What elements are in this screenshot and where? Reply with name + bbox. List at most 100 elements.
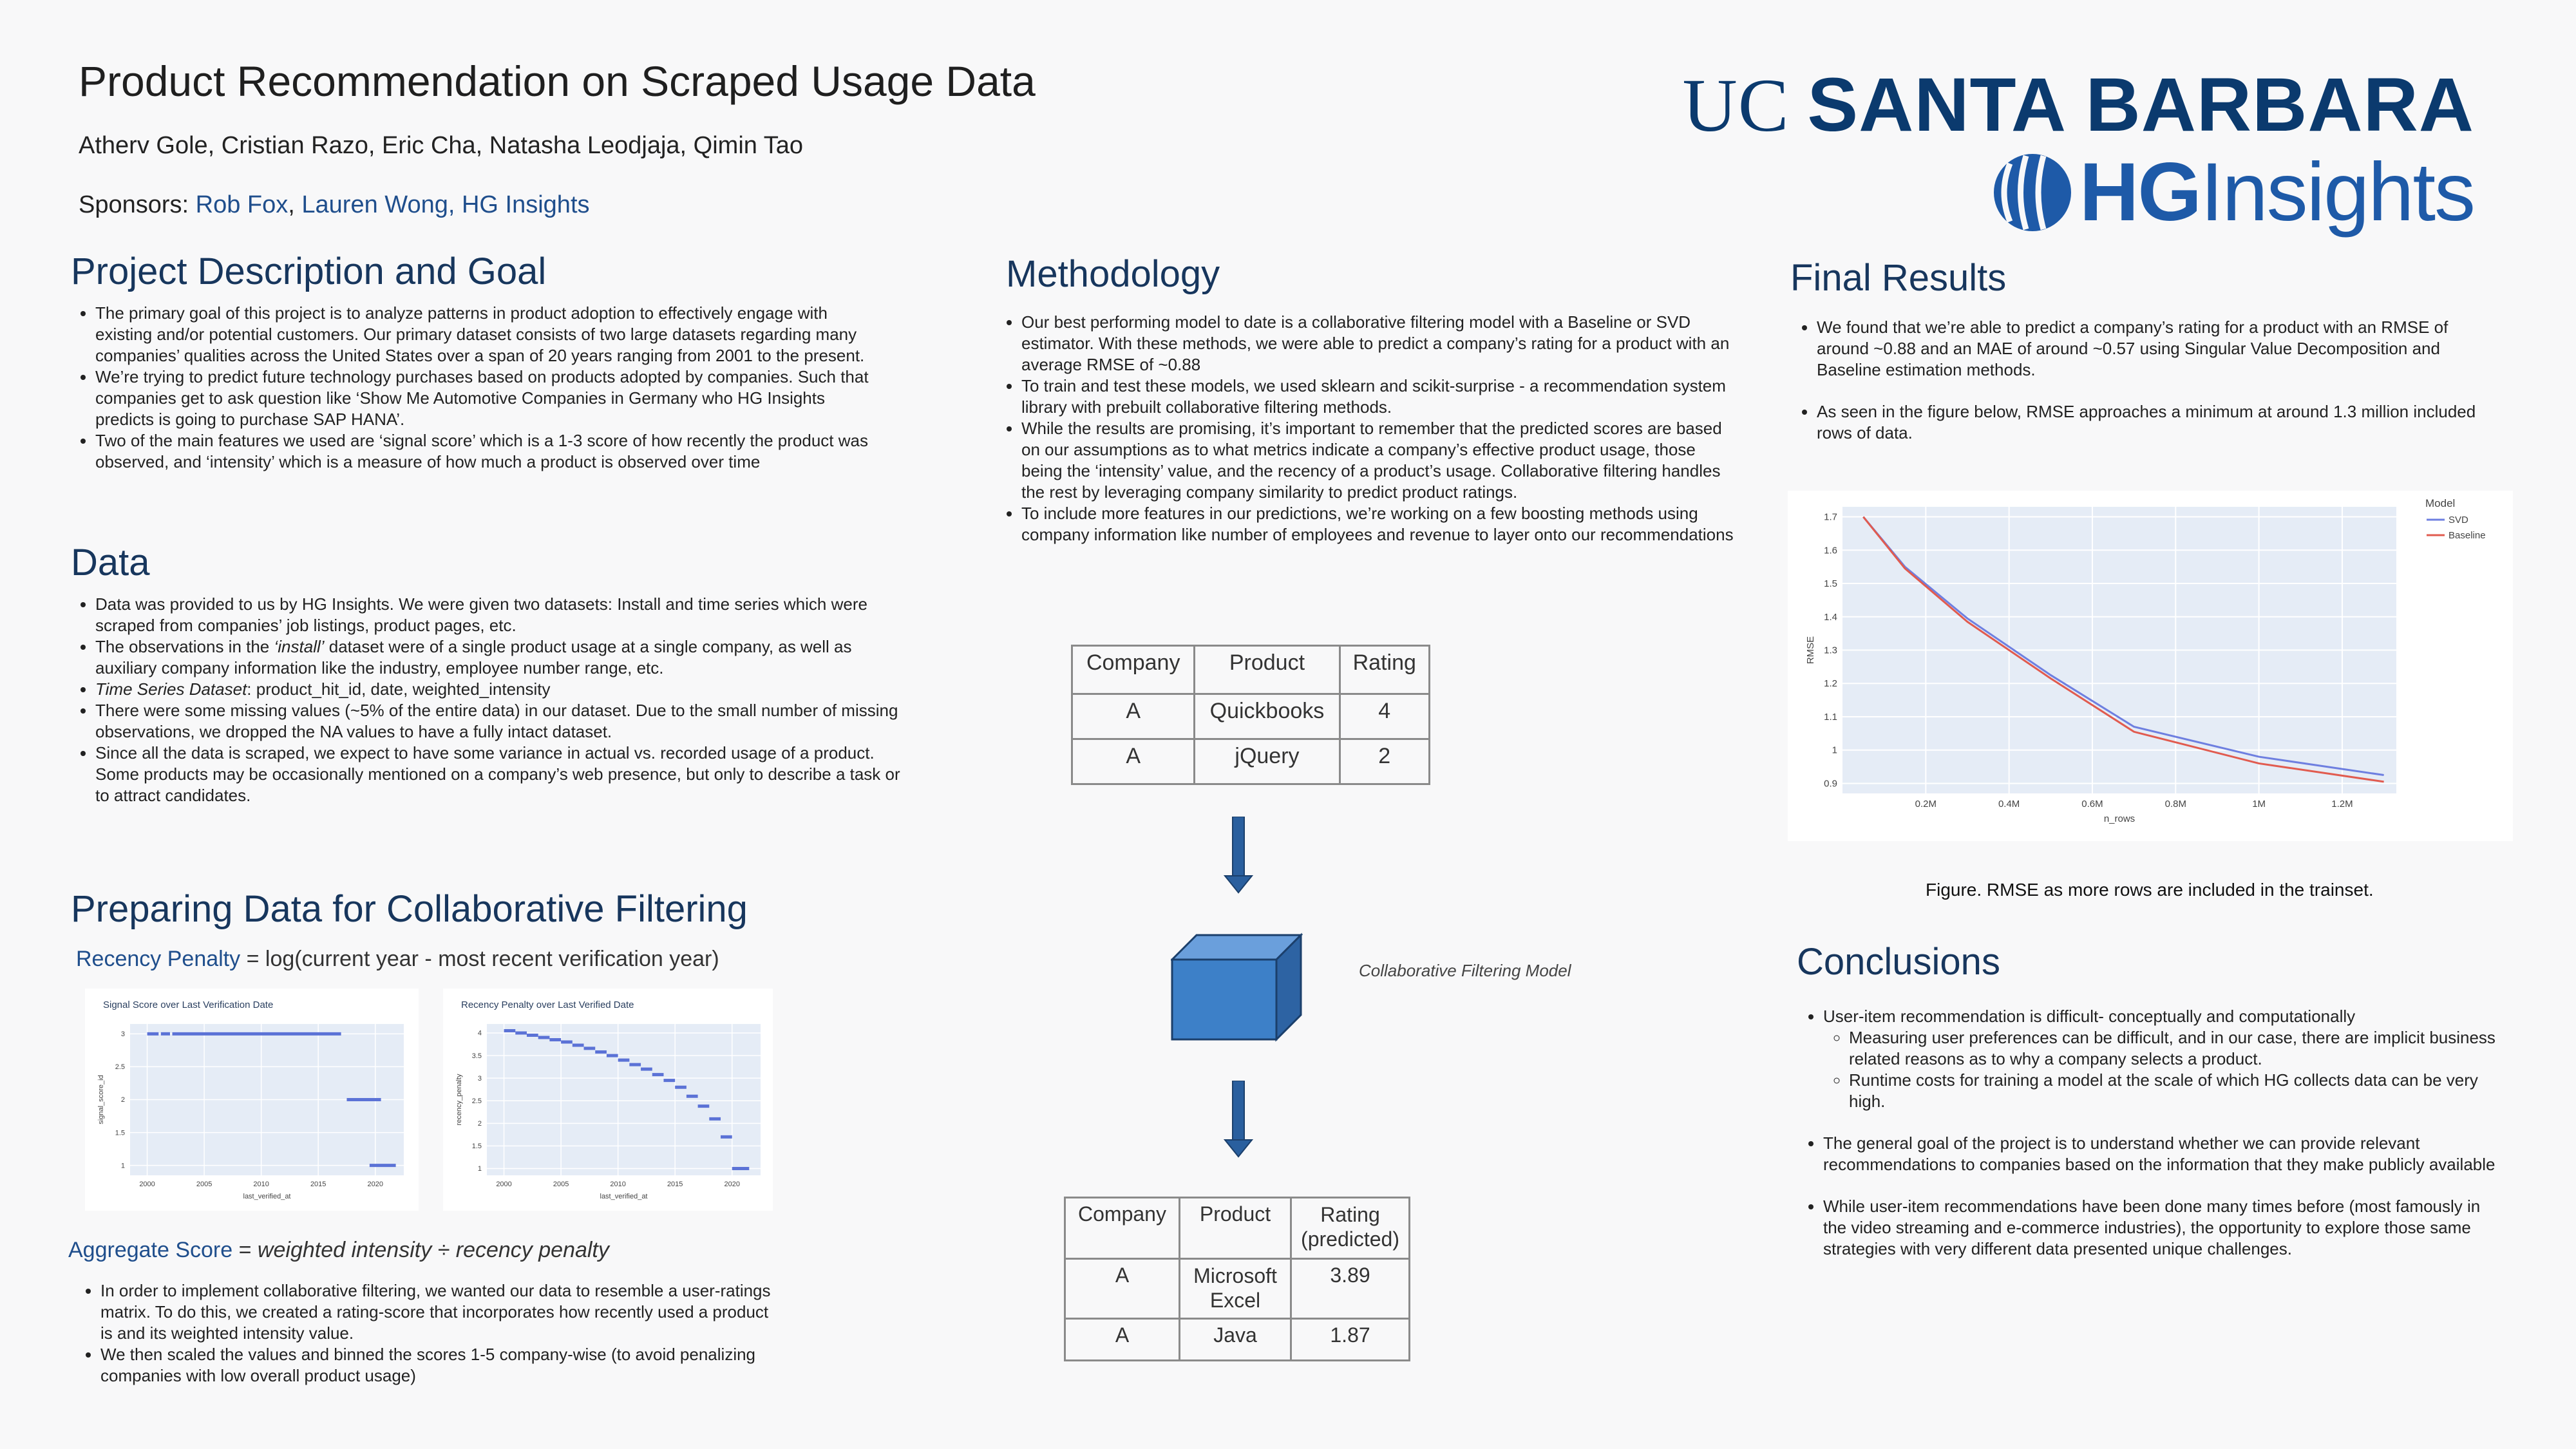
table-header-row: Company Product Rating bbox=[1070, 645, 1430, 695]
ucsb-logo-uc: UC bbox=[1682, 63, 1790, 147]
table-header-row: Company Product Rating (predicted) bbox=[1064, 1197, 1410, 1260]
data-bullets: Data was provided to us by HG Insights. … bbox=[71, 594, 900, 806]
y-tick-label: 1 bbox=[1832, 745, 1837, 756]
y-tick-label: 3 bbox=[121, 1030, 125, 1038]
plot-area bbox=[487, 1024, 761, 1175]
x-axis-label: last_verified_at bbox=[600, 1193, 648, 1200]
text: : product_hit_id, date, weighted_intensi… bbox=[247, 679, 551, 699]
table-row: A Java 1.87 bbox=[1064, 1318, 1410, 1361]
preparing-heading: Preparing Data for Collaborative Filteri… bbox=[71, 888, 748, 930]
ucsb-logo: UC SANTA BARBARA bbox=[1682, 61, 2474, 149]
poster-title: Product Recommendation on Scraped Usage … bbox=[79, 57, 1036, 105]
sponsor-separator: , bbox=[288, 191, 302, 218]
y-tick-label: 1.5 bbox=[1824, 578, 1837, 589]
table-cell: 1.87 bbox=[1290, 1318, 1410, 1361]
table-cell: 2 bbox=[1338, 738, 1430, 785]
y-tick-label: 2 bbox=[121, 1096, 125, 1104]
table-cell: jQuery bbox=[1193, 738, 1341, 785]
rmse-svg: 0.9 1 1.1 1.2 1.3 1.4 1.5 1.6 1.7 0.2M 0.4M 0.6M 0.8… bbox=[1805, 497, 2486, 824]
methodology-bullets: Our best performing model to date is a c… bbox=[997, 312, 1736, 545]
authors: Atherv Gole, Cristian Razo, Eric Cha, Na… bbox=[79, 132, 804, 159]
rmse-chart: 0.9 1 1.1 1.2 1.3 1.4 1.5 1.6 1.7 0.2M 0.4M 0.6M 0.8… bbox=[1788, 491, 2513, 841]
recency-penalty-chart: Recency Penalty over Last Verified Date 1… bbox=[443, 989, 773, 1211]
sponsor-link-rob-fox[interactable]: Rob Fox bbox=[195, 191, 289, 218]
y-axis-label: RMSE bbox=[1805, 636, 1816, 664]
y-tick-label: 1.5 bbox=[115, 1129, 125, 1137]
y-tick-label: 1.7 bbox=[1824, 512, 1837, 523]
list-item: We then scaled the values and binned the… bbox=[100, 1344, 777, 1387]
y-tick-label: 2 bbox=[478, 1120, 482, 1128]
down-arrow-icon bbox=[1223, 1081, 1254, 1158]
table-row: A Microsoft Excel 3.89 bbox=[1064, 1258, 1410, 1320]
table-cell: Quickbooks bbox=[1193, 693, 1341, 740]
sub-list: Measuring user preferences can be diffic… bbox=[1823, 1027, 2506, 1112]
hg-wordmark-bold: HG bbox=[2079, 146, 2202, 238]
data-heading: Data bbox=[71, 542, 150, 583]
list-item: Data was provided to us by HG Insights. … bbox=[95, 594, 900, 636]
list-item: The observations in the ‘install’ datase… bbox=[95, 636, 900, 679]
x-axis-label: n_rows bbox=[2104, 813, 2135, 824]
chart-title: Signal Score over Last Verification Date bbox=[103, 999, 273, 1010]
legend-label: Baseline bbox=[2448, 530, 2486, 541]
list-item: As seen in the figure below, RMSE approa… bbox=[1817, 401, 2493, 444]
table-header-cell: Product bbox=[1178, 1197, 1293, 1260]
table-row: A Quickbooks 4 bbox=[1070, 693, 1430, 740]
table-cell: A bbox=[1064, 1318, 1180, 1361]
list-item: Measuring user preferences can be diffic… bbox=[1849, 1027, 2506, 1070]
table-cell: A bbox=[1064, 1258, 1180, 1320]
recency-penalty-svg: Recency Penalty over Last Verified Date 1… bbox=[455, 999, 761, 1200]
table-header-cell: Product bbox=[1193, 645, 1341, 695]
list-item: User-item recommendation is difficult- c… bbox=[1823, 1006, 2506, 1112]
list-spacer bbox=[1817, 381, 2493, 401]
list-item: To include more features in our predicti… bbox=[1021, 503, 1736, 545]
x-tick-label: 0.2M bbox=[1915, 799, 1937, 810]
y-tick-label: 1 bbox=[478, 1165, 482, 1173]
text: The observations in the bbox=[95, 637, 274, 656]
sponsor-link-hg[interactable]: Lauren Wong, HG Insights bbox=[301, 191, 590, 218]
y-tick-label: 1.4 bbox=[1824, 612, 1837, 623]
x-tick-label: 2000 bbox=[496, 1180, 511, 1188]
predicted-ratings-table: Company Product Rating (predicted) A Mic… bbox=[1064, 1197, 1410, 1361]
list-item: The general goal of the project is to un… bbox=[1823, 1133, 2506, 1175]
x-tick-label: 2000 bbox=[139, 1180, 155, 1188]
y-tick-label: 0.9 bbox=[1824, 778, 1837, 789]
x-tick-label: 0.4M bbox=[1998, 799, 2020, 810]
x-axis-label: last_verified_at bbox=[243, 1193, 291, 1200]
list-item: We found that we’re able to predict a co… bbox=[1817, 317, 2493, 381]
y-tick-label: 1 bbox=[121, 1162, 125, 1170]
x-tick-label: 2020 bbox=[724, 1180, 739, 1188]
x-tick-label: 2020 bbox=[367, 1180, 383, 1188]
project-heading: Project Description and Goal bbox=[71, 251, 547, 292]
signal-score-svg: Signal Score over Last Verification Date… bbox=[97, 999, 404, 1200]
recency-penalty-formula: Recency Penalty = log(current year - mos… bbox=[76, 947, 719, 972]
list-item: Two of the main features we used are ‘si… bbox=[95, 430, 887, 473]
table-cell: Microsoft Excel bbox=[1178, 1258, 1293, 1320]
x-tick-label: 2015 bbox=[667, 1180, 683, 1188]
sponsors-label: Sponsors: bbox=[79, 191, 196, 218]
x-tick-label: 2015 bbox=[310, 1180, 326, 1188]
x-tick-label: 0.8M bbox=[2165, 799, 2186, 810]
x-tick-label: 2010 bbox=[253, 1180, 269, 1188]
aggregate-formula: weighted intensity ÷ recency penalty bbox=[257, 1238, 609, 1262]
list-item: Since all the data is scraped, we expect… bbox=[95, 743, 900, 806]
x-tick-label: 1M bbox=[2252, 799, 2266, 810]
text: dataset were of a single product usage a… bbox=[95, 637, 852, 677]
list-item: Our best performing model to date is a c… bbox=[1021, 312, 1736, 375]
y-tick-label: 1.2 bbox=[1824, 678, 1837, 689]
table-cell: 4 bbox=[1338, 693, 1430, 740]
y-axis-label: signal_score_id bbox=[97, 1075, 105, 1124]
ucsb-logo-santa-barbara: SANTA BARBARA bbox=[1807, 62, 2474, 147]
list-item: Runtime costs for training a model at th… bbox=[1849, 1070, 2506, 1112]
x-tick-label: 2005 bbox=[196, 1180, 212, 1188]
conclusions-bullets: User-item recommendation is difficult- c… bbox=[1799, 1006, 2506, 1260]
list-spacer bbox=[1823, 1175, 2506, 1196]
list-item: There were some missing values (~5% of t… bbox=[95, 700, 900, 743]
aggregate-eq: = bbox=[232, 1238, 258, 1262]
list-item: Time Series Dataset: product_hit_id, dat… bbox=[95, 679, 900, 700]
figure-caption: Figure. RMSE as more rows are included i… bbox=[1926, 880, 2374, 900]
table-header-cell: Rating bbox=[1338, 645, 1430, 695]
legend-label: SVD bbox=[2448, 515, 2468, 526]
list-item: In order to implement collaborative filt… bbox=[100, 1280, 777, 1344]
conclusions-heading: Conclusions bbox=[1797, 941, 2000, 983]
y-tick-label: 4 bbox=[478, 1030, 482, 1037]
